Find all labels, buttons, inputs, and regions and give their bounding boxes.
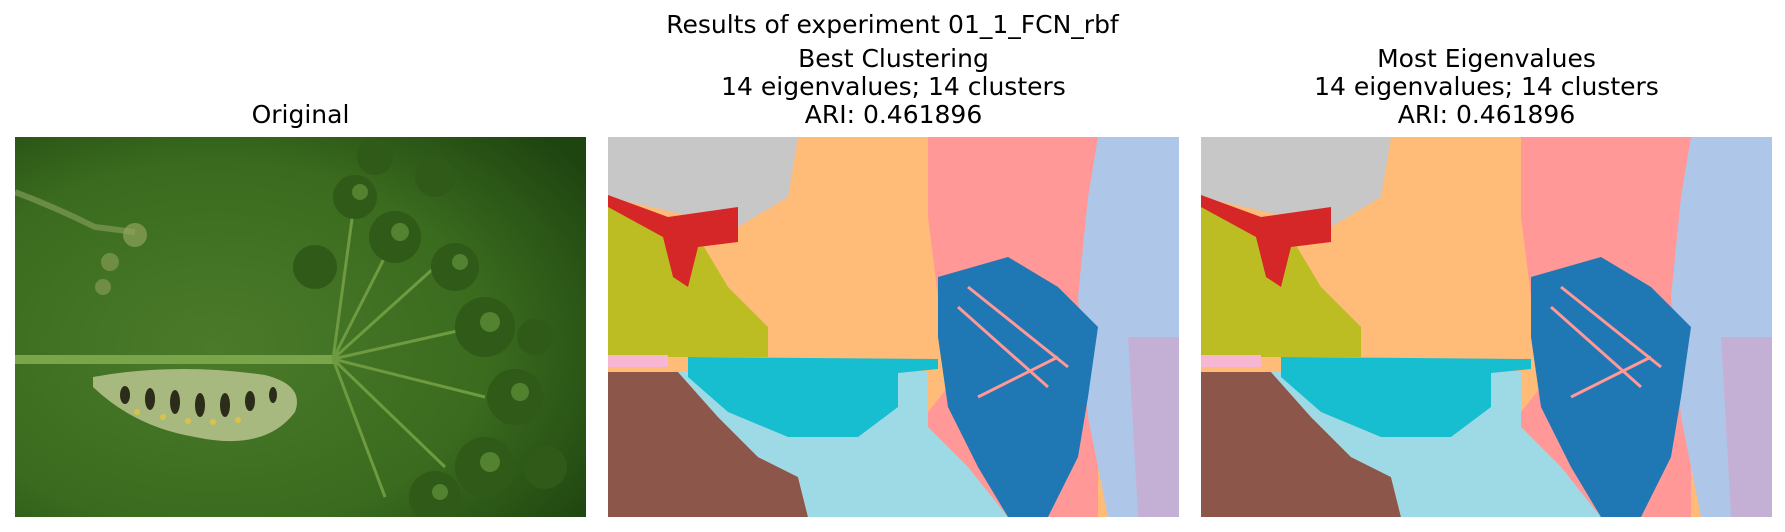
panel-title-line: ARI: 0.461896 — [804, 100, 983, 129]
faded-bud — [101, 253, 119, 271]
seed-highlights — [352, 184, 529, 500]
blue-streaks — [1550, 285, 1662, 399]
region-lightpink — [608, 355, 668, 367]
main-stem — [15, 355, 335, 364]
panel-title-line: 14 eigenvalues; 14 clusters — [1314, 72, 1659, 101]
region-gray — [1201, 137, 1391, 227]
blue-streaks — [957, 285, 1069, 399]
most-eigenvalues-panel — [1201, 137, 1772, 517]
region-cyan — [1281, 357, 1531, 437]
best-clustering-panel — [608, 137, 1179, 517]
caterpillar — [93, 368, 297, 442]
faded-stem — [15, 189, 136, 235]
region-lavender — [1128, 337, 1179, 517]
most-eigenvalues-segmentation — [1201, 137, 1772, 517]
panel-title-line: Best Clustering — [798, 44, 989, 73]
best-clustering-segmentation — [608, 137, 1179, 517]
panel-title-original: Original — [15, 101, 586, 129]
region-red — [608, 195, 738, 287]
faded-bud — [123, 223, 147, 247]
region-lightpink — [1201, 355, 1261, 367]
region-brown — [1201, 372, 1401, 517]
region-gray — [608, 137, 798, 227]
umbel-rays — [331, 196, 486, 498]
caterpillar-photo — [15, 137, 586, 517]
panel-title-most-eigenvalues: Most Eigenvalues 14 eigenvalues; 14 clus… — [1201, 45, 1772, 129]
panel-title-line: Most Eigenvalues — [1377, 44, 1596, 73]
region-lavender — [1721, 337, 1772, 517]
panel-title-line: ARI: 0.461896 — [1397, 100, 1576, 129]
faded-bud — [95, 279, 111, 295]
region-blue — [1531, 257, 1691, 517]
original-image-panel — [15, 137, 586, 517]
figure-title: Results of experiment 01_1_FCN_rbf — [666, 10, 1119, 39]
region-cyan — [688, 357, 938, 437]
region-brown — [608, 372, 808, 517]
panel-title-line: 14 eigenvalues; 14 clusters — [721, 72, 1066, 101]
region-red — [1201, 195, 1331, 287]
panel-title-best-clustering: Best Clustering 14 eigenvalues; 14 clust… — [608, 45, 1179, 129]
panel-title-line: Original — [251, 100, 350, 129]
region-blue — [938, 257, 1098, 517]
